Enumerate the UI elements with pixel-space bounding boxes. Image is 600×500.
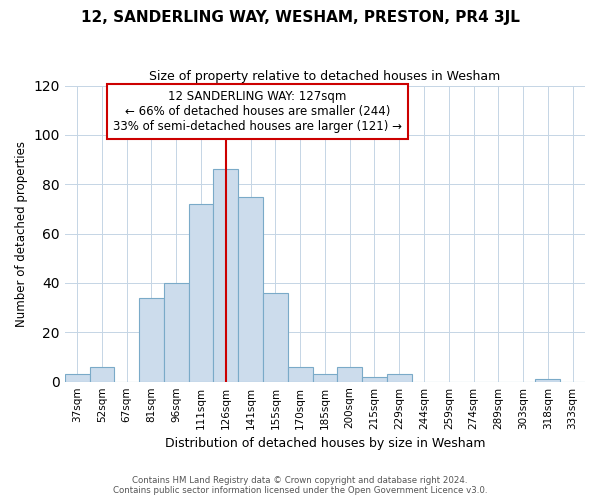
- Bar: [214, 170, 238, 382]
- Text: 12 SANDERLING WAY: 127sqm
← 66% of detached houses are smaller (244)
33% of semi: 12 SANDERLING WAY: 127sqm ← 66% of detac…: [113, 90, 402, 133]
- Bar: [387, 374, 412, 382]
- X-axis label: Distribution of detached houses by size in Wesham: Distribution of detached houses by size …: [164, 437, 485, 450]
- Bar: [337, 367, 362, 382]
- Bar: [313, 374, 337, 382]
- Text: 12, SANDERLING WAY, WESHAM, PRESTON, PR4 3JL: 12, SANDERLING WAY, WESHAM, PRESTON, PR4…: [80, 10, 520, 25]
- Text: Contains HM Land Registry data © Crown copyright and database right 2024.
Contai: Contains HM Land Registry data © Crown c…: [113, 476, 487, 495]
- Title: Size of property relative to detached houses in Wesham: Size of property relative to detached ho…: [149, 70, 500, 83]
- Bar: [238, 196, 263, 382]
- Bar: [288, 367, 313, 382]
- Bar: [535, 379, 560, 382]
- Bar: [362, 376, 387, 382]
- Bar: [139, 298, 164, 382]
- Y-axis label: Number of detached properties: Number of detached properties: [15, 140, 28, 326]
- Bar: [89, 367, 115, 382]
- Bar: [164, 283, 188, 382]
- Bar: [65, 374, 89, 382]
- Bar: [188, 204, 214, 382]
- Bar: [263, 293, 288, 382]
